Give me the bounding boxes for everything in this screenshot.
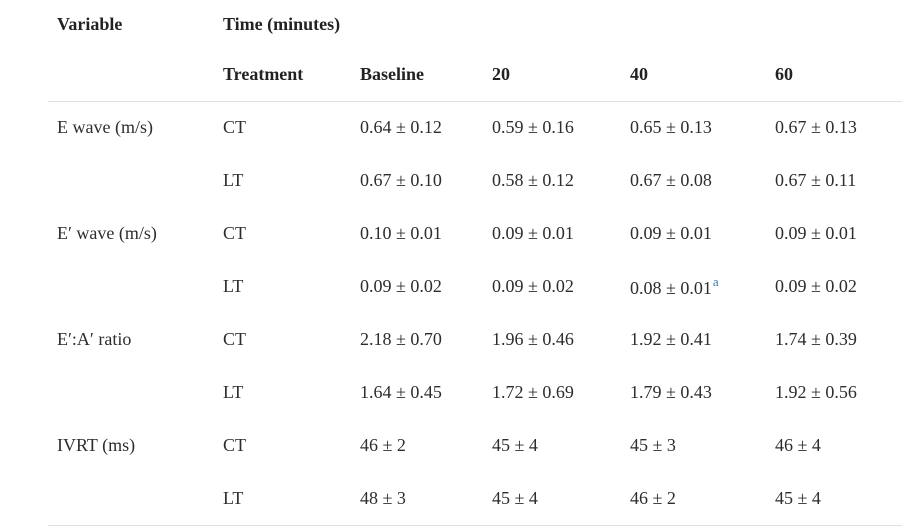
value-cell: 0.67 ± 0.13 xyxy=(775,117,857,138)
value-cell: 0.67 ± 0.11 xyxy=(775,170,857,190)
table-row: E′ wave (m/s) CT 0.10 ± 0.01 0.09 ± 0.01 0.0… xyxy=(48,207,902,260)
col-header-spacer xyxy=(48,48,214,102)
table-row: IVRT (ms) CT 46 ± 2 45 ± 4 45 ± 3 46 ± 4 xyxy=(48,419,902,472)
value-cell: 0.58 ± 0.12 xyxy=(492,170,574,190)
table-row: LT 0.09 ± 0.02 0.09 ± 0.02 0.08 ± 0.01a 0.09… xyxy=(48,260,902,313)
variable-cell xyxy=(48,366,214,419)
value-cell: 0.08 ± 0.01a xyxy=(630,273,719,298)
treatment-cell: LT xyxy=(223,170,244,190)
value-cell: 0.64 ± 0.12 xyxy=(360,117,442,138)
table-row: E wave (m/s) CT 0.64 ± 0.12 0.59 ± 0.16 0.65… xyxy=(48,101,902,154)
value-cell: 0.59 ± 0.16 xyxy=(492,117,574,138)
value-cell: 0.67 ± 0.10 xyxy=(360,170,442,190)
col-header-baseline: Baseline xyxy=(351,48,483,102)
value-cell: 0.09 ± 0.02 xyxy=(492,276,574,296)
table-row: LT 48 ± 3 45 ± 4 46 ± 2 45 ± 4 xyxy=(48,472,902,526)
value-cell: 46 ± 2 xyxy=(621,472,766,526)
value-cell: 0.09 ± 0.01 xyxy=(630,223,712,243)
value-cell: 1.72 ± 0.69 xyxy=(492,382,574,402)
value-cell: 0.09 ± 0.02 xyxy=(775,276,857,296)
table-row: LT 0.67 ± 0.10 0.58 ± 0.12 0.67 ± 0.08 0.67 … xyxy=(48,154,902,207)
value-cell: 48 ± 3 xyxy=(351,472,483,526)
table-row: LT 1.64 ± 0.45 1.72 ± 0.69 1.79 ± 0.43 1.92 … xyxy=(48,366,902,419)
value-cell: 1.92 ± 0.41 xyxy=(630,329,712,349)
table-body: E wave (m/s) CT 0.64 ± 0.12 0.59 ± 0.16 0.65… xyxy=(48,101,902,526)
value-cell: 0.65 ± 0.13 xyxy=(630,117,712,138)
col-header-time-group: Time (minutes) xyxy=(223,13,341,34)
treatment-cell: CT xyxy=(223,223,247,243)
col-header-20min: 20 xyxy=(483,48,621,102)
value-cell: 1.79 ± 0.43 xyxy=(630,382,712,402)
variable-cell: E′ wave (m/s) xyxy=(57,223,157,243)
treatment-cell: CT xyxy=(223,329,247,349)
variable-cell: IVRT (ms) xyxy=(57,435,136,455)
value-cell: 0.09 ± 0.01 xyxy=(775,223,857,243)
value-cell: 45 ± 3 xyxy=(630,435,676,455)
value-cell: 2.18 ± 0.70 xyxy=(360,329,442,349)
col-header-treatment: Treatment xyxy=(214,48,351,102)
variable-cell: E′:A′ ratio xyxy=(57,329,132,349)
value-cell: 0.09 ± 0.02 xyxy=(360,276,442,296)
table-header: Variable Time (minutes) Treatment Baseli… xyxy=(48,0,902,102)
col-header-variable: Variable xyxy=(57,13,123,34)
col-header-60min: 60 xyxy=(766,48,902,102)
value-cell: 45 ± 4 xyxy=(483,472,621,526)
variable-cell xyxy=(48,260,214,313)
value-cell: 45 ± 4 xyxy=(766,472,902,526)
value-cell: 1.64 ± 0.45 xyxy=(360,382,442,402)
value-cell: 0.09 ± 0.01 xyxy=(492,223,574,243)
treatment-cell: CT xyxy=(223,117,247,138)
treatment-cell: LT xyxy=(223,276,244,296)
value-cell: 1.74 ± 0.39 xyxy=(775,329,857,349)
value-cell: 0.67 ± 0.08 xyxy=(630,170,712,190)
value-cell: 45 ± 4 xyxy=(492,435,538,455)
col-header-40min: 40 xyxy=(621,48,766,102)
variable-cell: E wave (m/s) xyxy=(57,117,153,138)
value-cell: 1.96 ± 0.46 xyxy=(492,329,574,349)
treatment-cell: LT xyxy=(223,382,244,402)
results-table-container: Variable Time (minutes) Treatment Baseli… xyxy=(48,0,902,526)
header-row-group: Variable Time (minutes) xyxy=(48,0,902,48)
value-cell: 0.10 ± 0.01 xyxy=(360,223,442,243)
header-row-sub: Treatment Baseline 20 40 60 xyxy=(48,48,902,102)
treatment-cell: LT xyxy=(214,472,351,526)
variable-cell xyxy=(48,472,214,526)
value-cell: 1.92 ± 0.56 xyxy=(775,382,857,402)
footnote-marker-link[interactable]: a xyxy=(712,273,719,289)
value-cell: 46 ± 2 xyxy=(360,435,406,455)
results-table: Variable Time (minutes) Treatment Baseli… xyxy=(48,0,902,526)
variable-cell xyxy=(48,154,214,207)
value-cell: 46 ± 4 xyxy=(775,435,821,455)
table-row: E′:A′ ratio CT 2.18 ± 0.70 1.96 ± 0.46 1.92 … xyxy=(48,313,902,366)
treatment-cell: CT xyxy=(223,435,247,455)
